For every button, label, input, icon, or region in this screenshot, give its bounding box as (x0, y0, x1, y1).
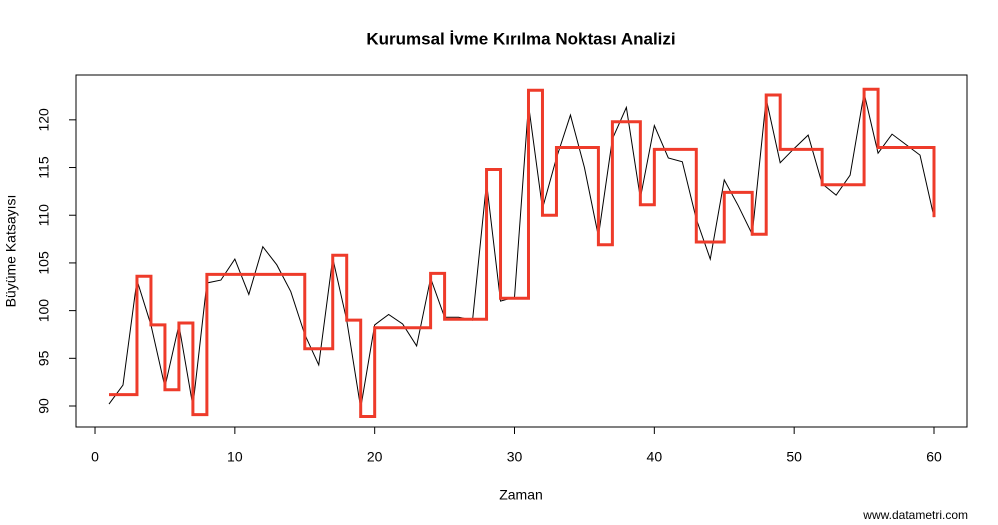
y-tick-label: 105 (36, 251, 52, 275)
series-line (109, 87, 936, 419)
plot-frame (75, 74, 968, 428)
y-axis-label: Büyüme Katsayısı (3, 195, 19, 308)
y-tick-label: 110 (36, 204, 52, 227)
x-tick-label: 50 (786, 449, 802, 465)
chart-title: Kurumsal İvme Kırılma Noktası Analizi (366, 29, 675, 48)
x-tick-label: 20 (367, 449, 383, 465)
x-tick-label: 0 (91, 449, 99, 465)
y-tick-label: 115 (36, 156, 52, 179)
series-line (108, 93, 935, 409)
x-tick-label: 10 (227, 449, 243, 465)
x-axis-label: Zaman (499, 487, 543, 503)
x-tick-label: 30 (507, 449, 523, 465)
x-tick-label: 40 (647, 449, 663, 465)
y-tick-label: 95 (36, 350, 52, 366)
y-tick-label: 100 (36, 299, 52, 323)
watermark: www.datametri.com (862, 508, 968, 522)
x-tick-label: 60 (926, 449, 942, 465)
y-tick-label: 90 (36, 398, 52, 414)
y-tick-label: 120 (36, 108, 52, 132)
